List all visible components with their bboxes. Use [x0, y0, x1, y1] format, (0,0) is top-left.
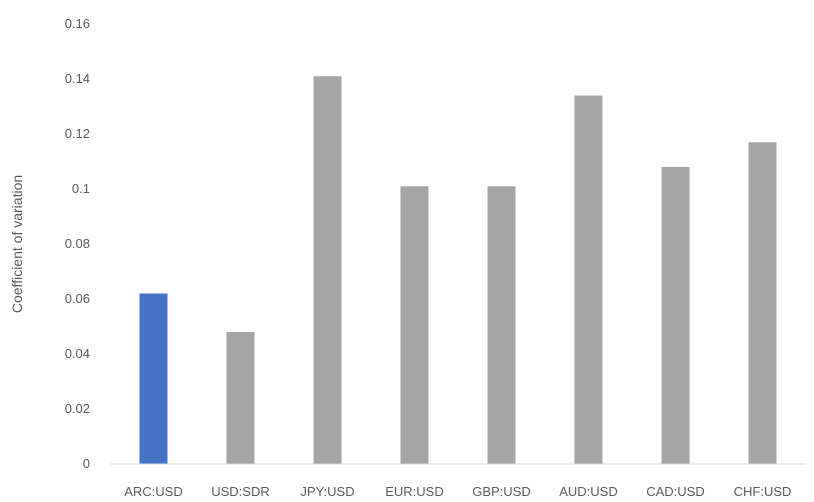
y-axis-title: Coefficient of variation: [9, 175, 25, 313]
bar-chf-usd: [748, 142, 777, 464]
y-tick-label: 0.14: [65, 71, 90, 86]
y-tick-label: 0.12: [65, 126, 90, 141]
y-tick-label: 0: [83, 456, 90, 471]
y-tick-label: 0.1: [72, 181, 90, 196]
bar-aud-usd: [574, 95, 603, 464]
x-tick-label: ARC:USD: [124, 484, 183, 499]
x-tick-label: CHF:USD: [734, 484, 792, 499]
bar-arc-usd: [139, 293, 168, 464]
bar-gbp-usd: [487, 186, 516, 464]
x-axis-labels: ARC:USD USD:SDR JPY:USD EUR:USD GBP:USD AUD:U…: [124, 484, 791, 499]
y-axis-ticks: 0 0.02 0.04 0.06 0.08 0.1 0.12 0.14 0.16: [65, 16, 90, 471]
x-tick-label: EUR:USD: [385, 484, 444, 499]
y-tick-label: 0.16: [65, 16, 90, 31]
bar-usd-sdr: [226, 332, 255, 464]
bar-cad-usd: [661, 167, 690, 464]
x-tick-label: AUD:USD: [559, 484, 618, 499]
y-tick-label: 0.08: [65, 236, 90, 251]
bar-jpy-usd: [313, 76, 342, 464]
x-tick-label: USD:SDR: [211, 484, 270, 499]
y-tick-label: 0.04: [65, 346, 90, 361]
x-tick-label: GBP:USD: [472, 484, 531, 499]
bar-eur-usd: [400, 186, 429, 464]
y-tick-label: 0.02: [65, 401, 90, 416]
y-tick-label: 0.06: [65, 291, 90, 306]
x-tick-label: CAD:USD: [646, 484, 705, 499]
bars: [139, 76, 777, 464]
x-tick-label: JPY:USD: [300, 484, 354, 499]
